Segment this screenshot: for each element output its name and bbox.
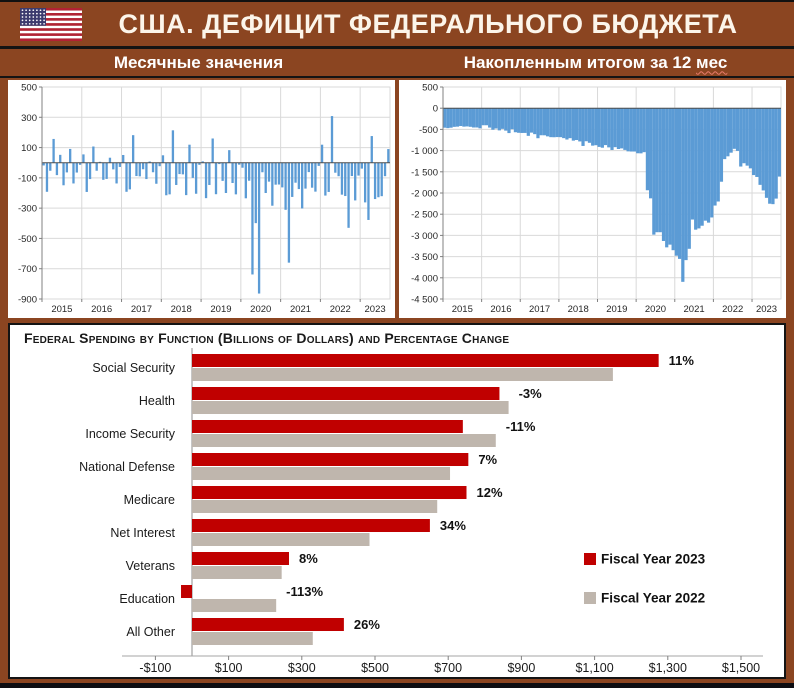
svg-text:$500: $500 bbox=[361, 661, 389, 675]
svg-text:Education: Education bbox=[119, 592, 175, 606]
svg-text:7%: 7% bbox=[478, 452, 497, 467]
svg-text:$300: $300 bbox=[288, 661, 316, 675]
right-chart-title: Накопленным итогом за 12 мес bbox=[397, 53, 794, 73]
separator-line bbox=[0, 46, 794, 49]
svg-text:2015: 2015 bbox=[452, 304, 473, 315]
svg-text:-3 000: -3 000 bbox=[411, 231, 438, 242]
svg-text:-900: -900 bbox=[18, 295, 37, 306]
svg-text:2022: 2022 bbox=[722, 304, 743, 315]
svg-text:-2 000: -2 000 bbox=[411, 189, 438, 200]
monthly-deficit-chart: 500 300 100 -100 -300 -500 -700 -900 2015 2016 201… bbox=[18, 83, 391, 315]
svg-text:-11%: -11% bbox=[506, 419, 536, 434]
svg-text:0: 0 bbox=[433, 104, 438, 115]
spellcheck-squiggle-word: мес bbox=[696, 52, 728, 72]
svg-text:-4 000: -4 000 bbox=[411, 273, 438, 284]
svg-text:$700: $700 bbox=[434, 661, 462, 675]
svg-text:2022: 2022 bbox=[330, 304, 351, 315]
svg-text:-100: -100 bbox=[18, 173, 37, 184]
svg-text:2018: 2018 bbox=[171, 304, 192, 315]
footer-black-strip bbox=[0, 683, 794, 688]
svg-text:Medicare: Medicare bbox=[124, 493, 175, 507]
svg-text:$1,100: $1,100 bbox=[575, 661, 613, 675]
top-charts-row: 500 300 100 -100 -300 -500 -700 -900 2015 2016 201… bbox=[0, 78, 794, 320]
svg-text:2020: 2020 bbox=[645, 304, 666, 315]
svg-text:34%: 34% bbox=[440, 518, 466, 533]
svg-text:$1,300: $1,300 bbox=[649, 661, 687, 675]
svg-text:2023: 2023 bbox=[365, 304, 386, 315]
cumulative-deficit-chart: 500 0 -500 -1 000 -1 500 -2 000 -2 500 -3 000 -3… bbox=[411, 83, 782, 315]
spending-chart-panel: Federal Spending by Function (Billions o… bbox=[8, 323, 786, 679]
svg-text:-2 500: -2 500 bbox=[411, 210, 438, 221]
svg-text:$100: $100 bbox=[215, 661, 243, 675]
svg-text:National Defense: National Defense bbox=[79, 460, 175, 474]
svg-text:2015: 2015 bbox=[51, 304, 72, 315]
svg-text:$1,500: $1,500 bbox=[722, 661, 760, 675]
svg-text:26%: 26% bbox=[354, 617, 380, 632]
subheaders: Месячные значения Накопленным итогом за … bbox=[0, 49, 794, 76]
svg-text:2020: 2020 bbox=[250, 304, 271, 315]
svg-text:11%: 11% bbox=[669, 353, 695, 368]
svg-text:Health: Health bbox=[139, 394, 175, 408]
svg-text:2017: 2017 bbox=[131, 304, 152, 315]
bottom-chart-section: Federal Spending by Function (Billions o… bbox=[0, 320, 794, 679]
footer bbox=[0, 679, 794, 688]
svg-text:-$100: -$100 bbox=[139, 661, 171, 675]
svg-text:Income Security: Income Security bbox=[85, 427, 175, 441]
svg-text:500: 500 bbox=[21, 83, 37, 94]
svg-text:Net Interest: Net Interest bbox=[110, 526, 175, 540]
spending-chart-title: Federal Spending by Function (Billions o… bbox=[24, 330, 510, 346]
svg-text:-1 500: -1 500 bbox=[411, 167, 438, 178]
svg-text:-700: -700 bbox=[18, 264, 37, 275]
svg-text:-113%: -113% bbox=[286, 584, 323, 599]
svg-text:Veterans: Veterans bbox=[126, 559, 175, 573]
svg-text:2016: 2016 bbox=[91, 304, 112, 315]
left-chart-title: Месячные значения bbox=[113, 52, 284, 72]
cumulative-deficit-chart-panel: 500 0 -500 -1 000 -1 500 -2 000 -2 500 -3 000 -3… bbox=[399, 80, 786, 318]
svg-text:$900: $900 bbox=[507, 661, 535, 675]
svg-text:8%: 8% bbox=[299, 551, 318, 566]
svg-text:100: 100 bbox=[21, 143, 37, 154]
svg-text:2023: 2023 bbox=[756, 304, 777, 315]
svg-text:2018: 2018 bbox=[568, 304, 589, 315]
spending-by-function-chart: -$100 $100 $300 $500 $700 $900 $1,100 $1,300 $1,… bbox=[79, 348, 763, 675]
svg-text:All Other: All Other bbox=[126, 625, 175, 639]
svg-text:-300: -300 bbox=[18, 204, 37, 215]
svg-text:Fiscal Year 2023: Fiscal Year 2023 bbox=[601, 552, 706, 567]
separator-line bbox=[0, 76, 794, 78]
us-flag-icon bbox=[20, 7, 82, 41]
svg-text:500: 500 bbox=[422, 83, 438, 94]
svg-text:-500: -500 bbox=[419, 125, 438, 136]
svg-text:2019: 2019 bbox=[606, 304, 627, 315]
svg-text:2017: 2017 bbox=[529, 304, 550, 315]
svg-text:Fiscal Year 2022: Fiscal Year 2022 bbox=[601, 591, 705, 606]
svg-text:12%: 12% bbox=[477, 485, 503, 500]
header: США. ДЕФИЦИТ ФЕДЕРАЛЬНОГО БЮДЖЕТА bbox=[0, 2, 794, 46]
svg-text:-500: -500 bbox=[18, 234, 37, 245]
svg-text:2021: 2021 bbox=[684, 304, 705, 315]
right-chart-title-text: Накопленным итогом за 12 bbox=[463, 52, 697, 72]
svg-text:-4 500: -4 500 bbox=[411, 295, 438, 306]
svg-text:Social Security: Social Security bbox=[92, 361, 175, 375]
monthly-deficit-chart-panel: 500 300 100 -100 -300 -500 -700 -900 2015 2016 201… bbox=[8, 80, 395, 318]
svg-text:2019: 2019 bbox=[210, 304, 231, 315]
svg-text:-3 500: -3 500 bbox=[411, 252, 438, 263]
svg-text:300: 300 bbox=[21, 113, 37, 124]
svg-text:2016: 2016 bbox=[490, 304, 511, 315]
svg-text:2021: 2021 bbox=[290, 304, 311, 315]
svg-text:-1 000: -1 000 bbox=[411, 146, 438, 157]
page-title: США. ДЕФИЦИТ ФЕДЕРАЛЬНОГО БЮДЖЕТА bbox=[118, 8, 738, 39]
svg-text:-3%: -3% bbox=[519, 386, 543, 401]
